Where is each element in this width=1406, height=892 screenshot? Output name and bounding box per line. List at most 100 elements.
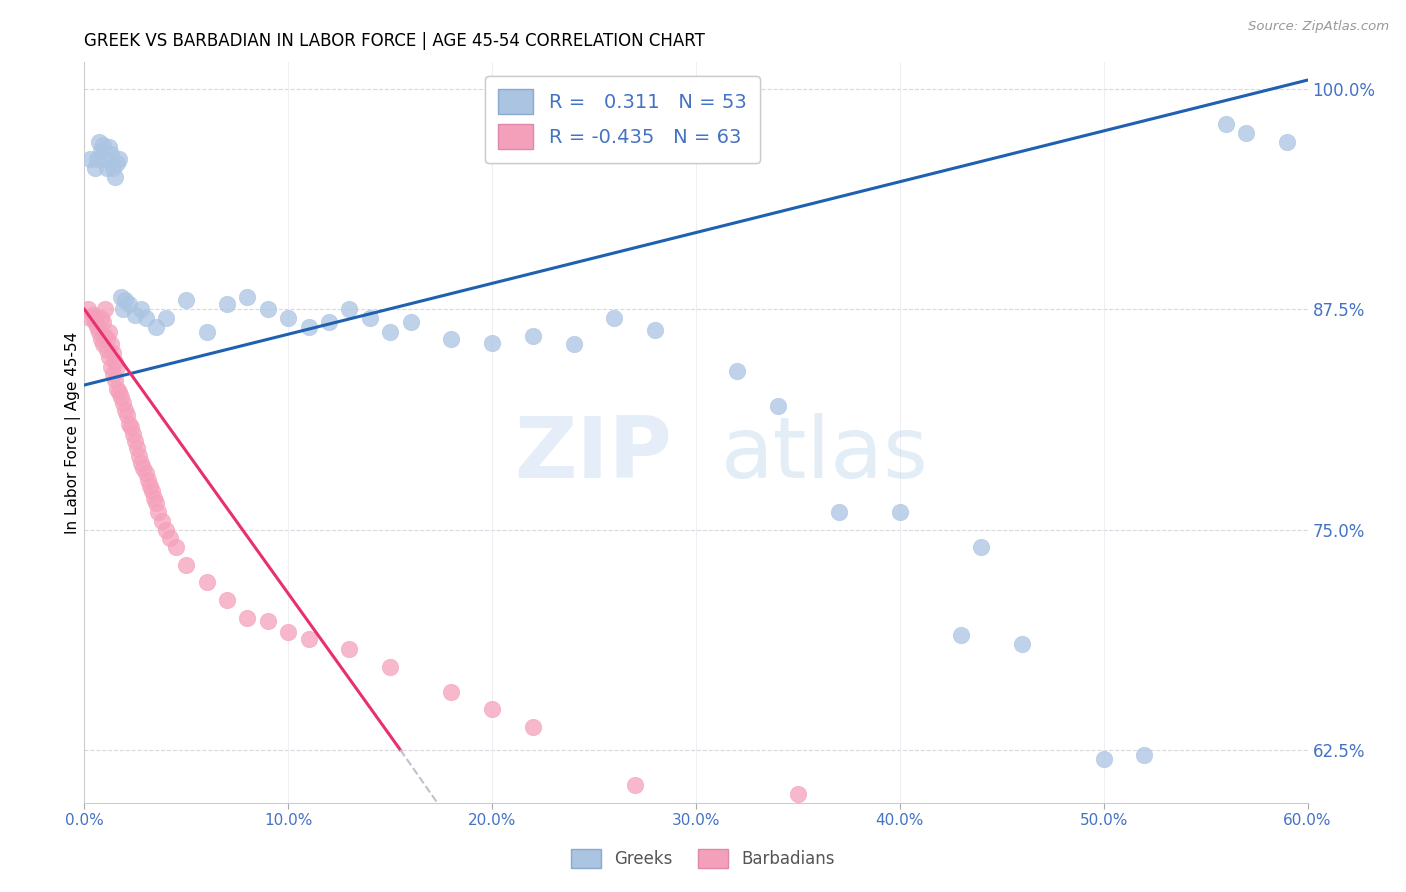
Point (131, 456, 153, 470)
Point (146, 505, 169, 519)
Point (93, 153, 115, 167)
Point (150, 514, 173, 528)
Point (83, 314, 105, 328)
Y-axis label: In Labor Force | Age 45-54: In Labor Force | Age 45-54 (65, 332, 82, 533)
Point (112, 395, 135, 409)
Point (93, 302, 115, 317)
Point (142, 491, 165, 505)
Point (131, 302, 153, 317)
Point (236, 290, 259, 304)
Point (380, 660, 402, 674)
Point (138, 478, 160, 492)
Point (195, 575, 218, 590)
Point (787, 787, 810, 801)
Point (77, 302, 100, 317)
Point (100, 337, 122, 351)
Point (277, 311, 299, 326)
Point (83, 161, 105, 176)
Point (889, 505, 911, 519)
Point (1236, 126, 1258, 140)
Point (165, 540, 187, 554)
Point (100, 360, 122, 375)
Point (562, 337, 585, 351)
Point (90, 144, 112, 158)
Point (359, 311, 381, 326)
Point (1133, 748, 1156, 763)
Point (174, 558, 197, 572)
Point (766, 399, 789, 413)
Point (132, 461, 155, 475)
Point (93, 328, 115, 343)
Point (101, 368, 124, 382)
Point (128, 449, 150, 463)
Legend: Greeks, Barbadians: Greeks, Barbadians (565, 842, 841, 875)
Point (135, 466, 157, 480)
Point (522, 720, 544, 734)
Point (105, 156, 128, 170)
Point (217, 593, 239, 607)
Point (481, 335, 503, 350)
Point (87, 325, 110, 339)
Point (1092, 752, 1115, 766)
Point (277, 624, 299, 639)
Point (644, 323, 666, 337)
Point (104, 373, 127, 387)
Point (522, 328, 544, 343)
Point (114, 293, 136, 308)
Point (82, 308, 104, 322)
Point (79, 311, 101, 326)
Point (97, 350, 120, 364)
Point (145, 496, 167, 510)
Point (110, 290, 132, 304)
Point (91, 138, 114, 153)
Point (120, 420, 142, 434)
Point (1215, 117, 1237, 131)
Point (318, 314, 340, 328)
Point (90, 311, 112, 326)
Point (105, 382, 128, 396)
Point (1011, 637, 1033, 651)
Point (440, 332, 463, 346)
Point (339, 642, 361, 657)
Point (399, 314, 422, 328)
Point (112, 302, 135, 317)
Point (257, 302, 280, 317)
Point (298, 632, 321, 646)
Point (87, 135, 110, 149)
Point (104, 169, 127, 184)
Point (141, 483, 163, 498)
Legend: R =   0.311   N = 53, R = -0.435   N = 63: R = 0.311 N = 53, R = -0.435 N = 63 (485, 76, 761, 162)
Point (124, 308, 146, 322)
Point (135, 311, 157, 326)
Point (118, 417, 141, 431)
Point (725, 364, 748, 378)
Point (118, 297, 141, 311)
Text: ZIP: ZIP (513, 413, 672, 496)
Point (108, 153, 131, 167)
Point (624, 778, 647, 792)
Point (136, 473, 159, 487)
Point (950, 628, 973, 642)
Point (122, 427, 145, 442)
Point (97, 325, 120, 339)
Point (1277, 135, 1299, 149)
Point (100, 147, 122, 161)
Point (440, 685, 463, 699)
Point (380, 325, 402, 339)
Point (96, 343, 118, 357)
Point (110, 390, 132, 404)
Point (155, 311, 177, 326)
Point (101, 346, 124, 360)
Point (174, 293, 197, 308)
Point (101, 161, 124, 176)
Point (79, 153, 101, 167)
Text: atlas: atlas (720, 413, 928, 496)
Point (217, 297, 239, 311)
Point (86, 319, 108, 334)
Point (339, 302, 361, 317)
Text: GREEK VS BARBADIAN IN LABOR FORCE | AGE 45-54 CORRELATION CHART: GREEK VS BARBADIAN IN LABOR FORCE | AGE … (84, 32, 706, 50)
Point (970, 540, 993, 554)
Point (96, 332, 118, 346)
Point (481, 702, 503, 716)
Point (828, 505, 851, 519)
